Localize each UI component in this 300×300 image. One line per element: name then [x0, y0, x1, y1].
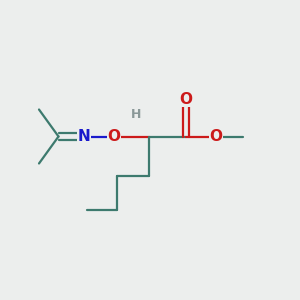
Text: O: O — [107, 129, 121, 144]
Text: H: H — [131, 107, 142, 121]
Text: O: O — [209, 129, 223, 144]
Text: O: O — [179, 92, 193, 106]
Text: N: N — [78, 129, 90, 144]
